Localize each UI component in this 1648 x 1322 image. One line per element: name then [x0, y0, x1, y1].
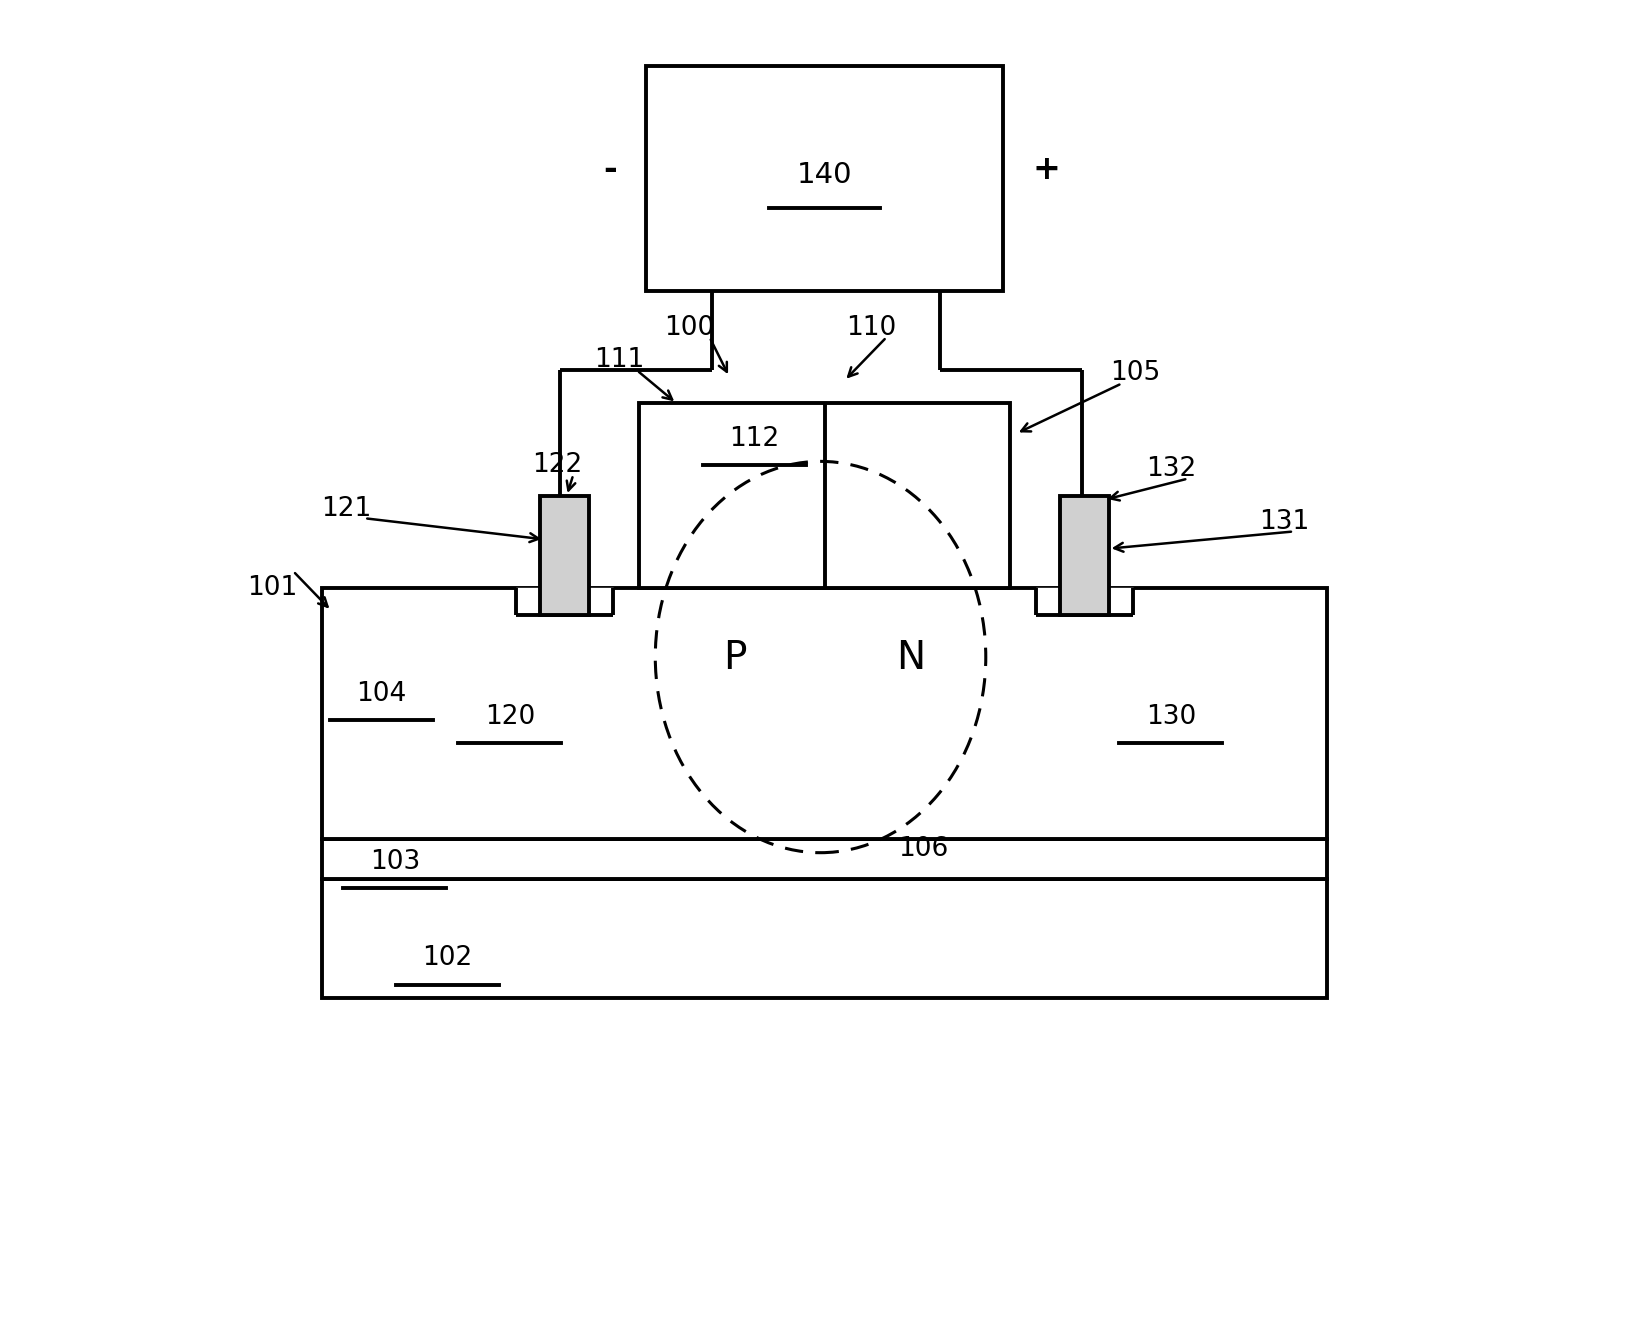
Bar	[321, 839, 1327, 879]
Text: P: P	[722, 640, 747, 677]
Text: 102: 102	[422, 945, 473, 972]
Text: 112: 112	[728, 426, 780, 452]
Text: 131: 131	[1259, 509, 1309, 535]
Polygon shape	[1035, 588, 1132, 615]
Text: 132: 132	[1145, 456, 1195, 483]
Text: -: -	[603, 153, 616, 185]
Text: 121: 121	[321, 496, 371, 522]
Polygon shape	[516, 588, 613, 615]
Text: 130: 130	[1145, 703, 1195, 730]
Text: 105: 105	[1109, 360, 1160, 386]
Text: 120: 120	[485, 703, 534, 730]
Text: 101: 101	[247, 575, 297, 602]
Text: N: N	[895, 640, 925, 677]
Bar	[646, 66, 1002, 291]
Text: 122: 122	[532, 452, 582, 479]
Text: 103: 103	[369, 849, 420, 875]
Bar	[541, 496, 588, 615]
Bar	[321, 879, 1327, 998]
Text: 104: 104	[356, 681, 407, 707]
Text: 106: 106	[898, 836, 948, 862]
Text: 140: 140	[796, 160, 852, 189]
Text: 110: 110	[845, 315, 895, 341]
Text: +: +	[1032, 153, 1060, 185]
Bar	[639, 403, 1009, 588]
Bar	[1060, 496, 1107, 615]
Text: 100: 100	[664, 315, 714, 341]
Bar	[321, 588, 1327, 839]
Text: 111: 111	[595, 346, 644, 373]
